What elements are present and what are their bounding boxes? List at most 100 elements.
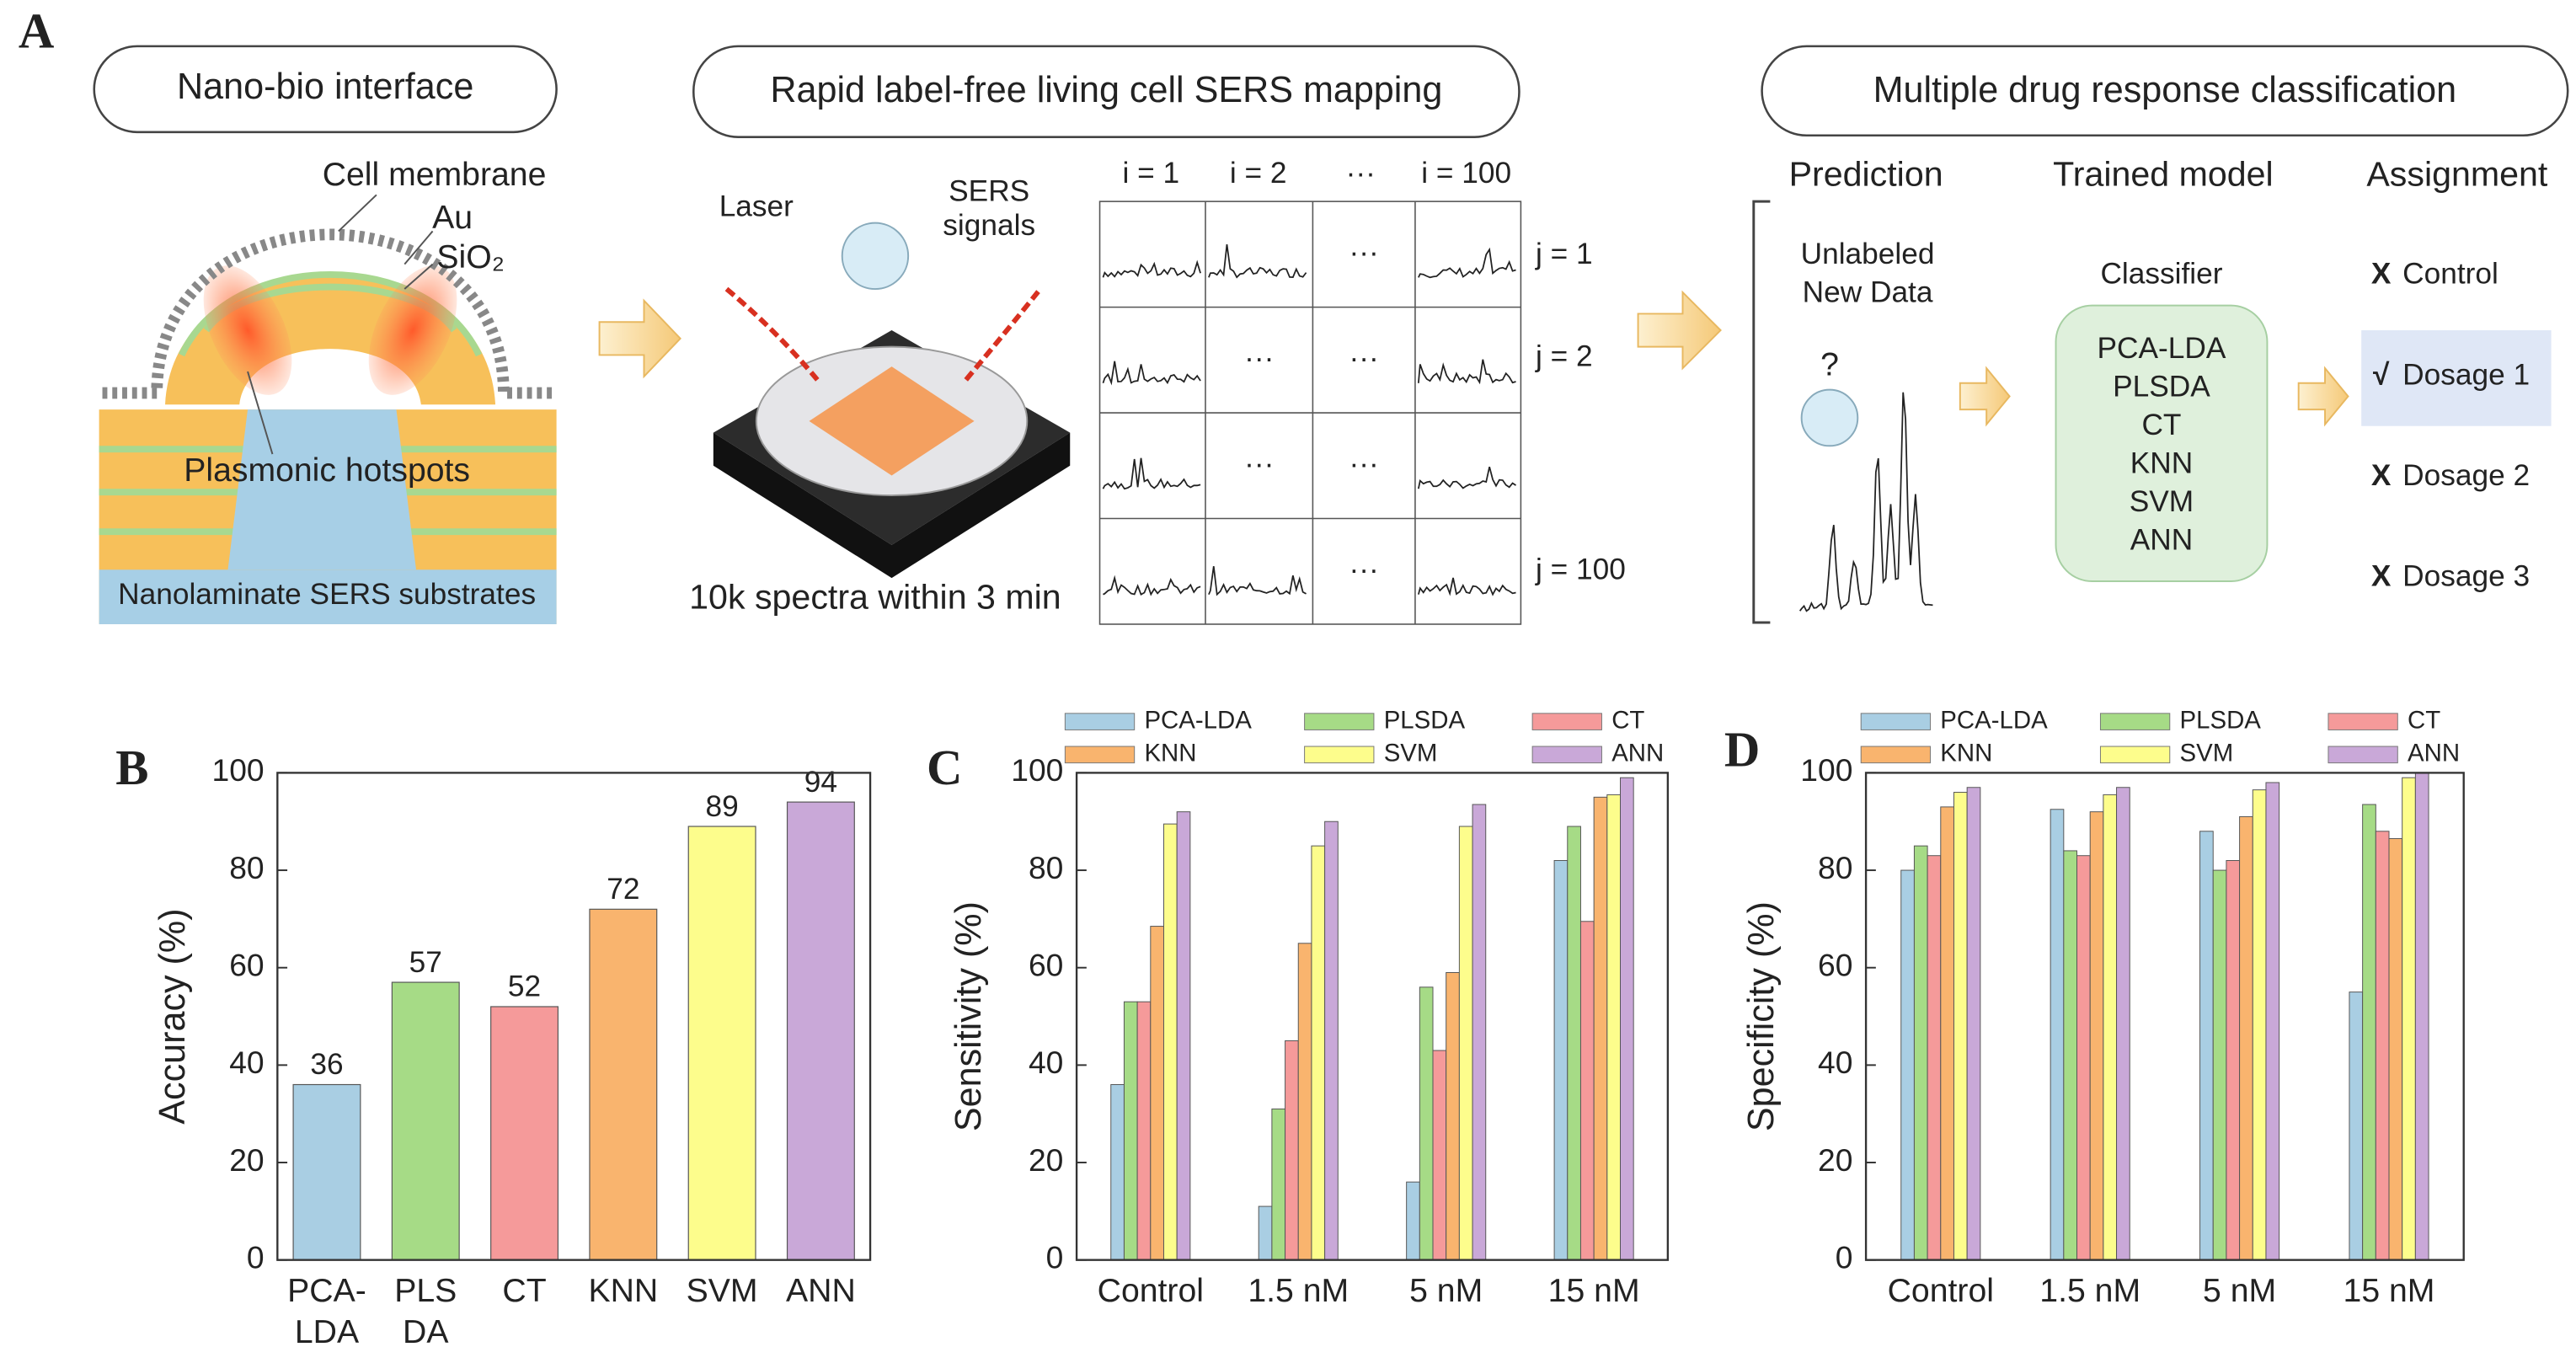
signal-beam [964,287,1043,382]
spectrum [1102,361,1201,386]
row-label: j = 2 [1535,340,1593,373]
header-pill [1761,45,2569,137]
column-label: i = 2 [1230,157,1287,190]
bar [2239,815,2253,1261]
content: A B C D Nano-bio interface Rapid label-free l… [19,4,2548,1351]
bar [2362,804,2376,1261]
value-label: 89 [706,790,739,823]
bar [2212,869,2227,1261]
bar [1593,796,1608,1261]
y-tick-label: 40 [1818,1045,1852,1080]
ellipsis: ··· [1349,553,1379,586]
bar [2349,992,2364,1261]
header-pill [692,45,1520,138]
x-tick-label: 5 nM [1409,1273,1483,1309]
ellipsis: ··· [1349,342,1379,375]
annotation: Classifier [2100,258,2222,291]
bracket [1752,200,1771,624]
annotation: Laser [719,190,794,222]
legend-swatch [1531,746,1602,764]
bar [2414,772,2429,1261]
legend-label: SVM [2180,740,2234,767]
x-tick-label: 1.5 nM [1248,1273,1349,1309]
bar [1966,787,1981,1261]
bar [1110,1084,1125,1261]
y-tick-label: 20 [229,1142,264,1178]
panel-label: A [19,4,55,59]
y-tick-label: 0 [247,1240,265,1275]
assignment-label: Control [2402,258,2499,291]
arrow [598,298,681,379]
bar [1900,869,1915,1261]
column-label: i = 100 [1421,157,1511,190]
row-label: j = 1 [1535,238,1593,270]
y-tick-label: 100 [1800,752,1852,788]
plot-frame [1864,772,2465,1261]
y-tick-label: 60 [229,948,264,983]
model-name: SVM [2130,485,2194,518]
spectrum [1798,392,1933,612]
leader [247,371,274,455]
header: Multiple drug response classification [1873,70,2456,110]
x-tick-label: 1.5 nM [2039,1273,2140,1309]
column-label: i = 1 [1122,157,1179,190]
x-tick-label: Control [1098,1273,1204,1309]
bar [2402,777,2416,1261]
y-tick-label: 80 [1029,850,1063,885]
spectrum [1102,457,1201,490]
arrow [1637,290,1722,371]
x-tick-label: SVM [687,1273,758,1309]
bar [1446,972,1460,1261]
bar [687,826,756,1261]
spectrum [1103,575,1201,596]
bar [1620,777,1634,1261]
column-header: Trained model [2053,155,2274,194]
arrow [1959,366,2011,427]
column-header: Assignment [2366,155,2548,194]
y-tick-label: 0 [1046,1240,1064,1275]
bar [2199,831,2214,1261]
legend-swatch [2099,746,2171,764]
model-name: ANN [2130,523,2193,556]
legend-swatch [2327,713,2398,730]
spectrum [1417,359,1516,385]
ellipsis: ··· [1244,342,1274,375]
assignment-mark: X [2371,258,2392,291]
x-tick-label: 15 nM [2344,1273,2435,1309]
x-tick-label: 5 nM [2203,1273,2276,1309]
bar [1940,806,1954,1261]
bar [292,1083,361,1261]
panel-label: D [1724,722,1760,777]
cell-layer [809,366,975,476]
x-tick-label: 15 nM [1548,1273,1640,1309]
leader [404,263,434,290]
leader [404,230,434,265]
plot-frame [1075,772,1670,1261]
panel-label: C [927,740,962,795]
legend-swatch [2327,746,2398,764]
spectrum [1208,244,1307,279]
assignment-mark: √ [2373,358,2390,391]
pillar [227,409,416,570]
bar [2063,850,2078,1261]
bar [1419,986,1434,1261]
bar [1953,792,1968,1261]
stage-side [713,432,1071,579]
annotation: Au [432,200,473,236]
plot-frame [276,772,872,1261]
bar [1927,855,1942,1261]
highlight [2361,330,2552,426]
bar [1297,943,1312,1261]
legend-swatch [2099,713,2171,730]
bar [1606,794,1621,1261]
bar [2103,794,2118,1261]
x-tick-label: PLS DA [394,1273,457,1350]
model-name: CT [2141,409,2181,441]
bar [1432,1050,1447,1261]
legend-label: CT [2408,706,2440,734]
assignment-label: Dosage 2 [2402,459,2530,492]
y-axis-title: Sensitivity (%) [949,901,989,1131]
legend-label: PLSDA [1384,706,1466,734]
bar [1579,921,1595,1261]
legend-label: CT [1611,706,1644,734]
